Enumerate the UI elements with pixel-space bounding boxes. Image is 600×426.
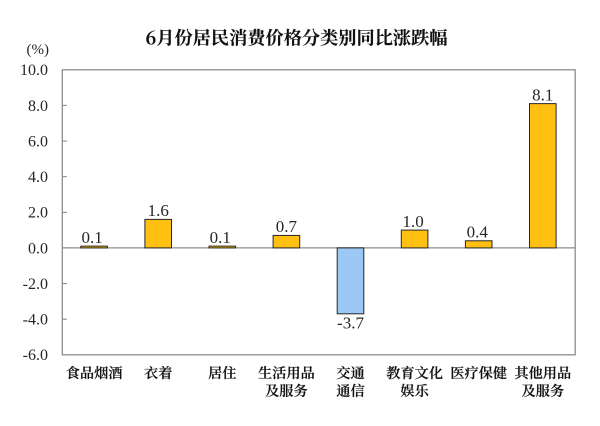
svg-text:0.7: 0.7	[276, 217, 298, 236]
svg-text:8.0: 8.0	[28, 98, 48, 115]
svg-text:6.0: 6.0	[28, 133, 48, 150]
svg-text:0.4: 0.4	[467, 223, 489, 242]
svg-text:2.0: 2.0	[28, 205, 48, 222]
svg-text:-3.7: -3.7	[337, 313, 364, 332]
svg-text:4.0: 4.0	[28, 169, 48, 186]
svg-text:-6.0: -6.0	[23, 347, 48, 364]
svg-text:0.1: 0.1	[81, 228, 102, 247]
svg-text:8.1: 8.1	[532, 85, 553, 104]
svg-text:1.0: 1.0	[402, 212, 423, 231]
svg-text:0.0: 0.0	[28, 240, 48, 257]
svg-text:(%): (%)	[27, 42, 50, 58]
svg-text:1.6: 1.6	[148, 201, 169, 220]
svg-text:10.0: 10.0	[20, 62, 48, 79]
svg-text:-4.0: -4.0	[23, 312, 48, 329]
svg-text:0.1: 0.1	[210, 228, 231, 247]
svg-text:-2.0: -2.0	[23, 276, 48, 293]
